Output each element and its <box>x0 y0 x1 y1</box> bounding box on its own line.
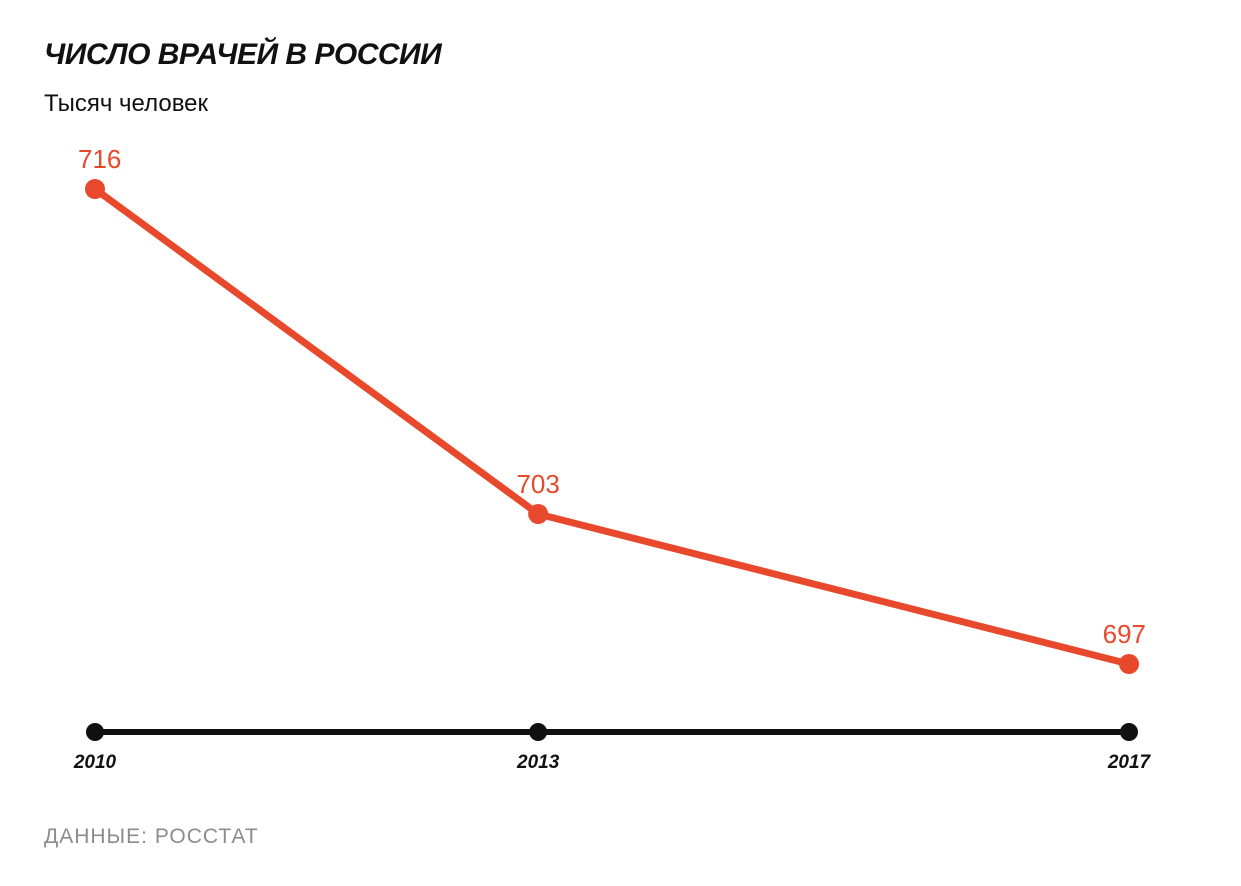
chart-subtitle: Тысяч человек <box>44 90 209 117</box>
x-axis <box>86 723 1138 741</box>
x-tick-label: 2017 <box>1107 752 1152 773</box>
data-label: 697 <box>1103 619 1146 649</box>
x-axis-tick-dot <box>1120 723 1138 741</box>
x-axis-tick-dot <box>86 723 104 741</box>
label-group: 2010 2013 2017 716 703 697 <box>73 144 1152 773</box>
data-label: 716 <box>78 144 121 174</box>
x-tick-label: 2013 <box>516 752 560 773</box>
source-note: ДАННЫЕ: РОССТАТ <box>44 825 259 848</box>
x-axis-tick-dot <box>529 723 548 741</box>
data-point <box>1119 654 1139 674</box>
x-tick-label: 2010 <box>73 752 117 773</box>
chart-title: ЧИСЛО ВРАЧЕЙ В РОССИИ <box>44 38 442 71</box>
series-line-group <box>85 179 1139 674</box>
data-label: 703 <box>516 469 559 499</box>
data-point <box>85 179 105 199</box>
series-line <box>91 185 1133 668</box>
data-point <box>528 504 549 524</box>
